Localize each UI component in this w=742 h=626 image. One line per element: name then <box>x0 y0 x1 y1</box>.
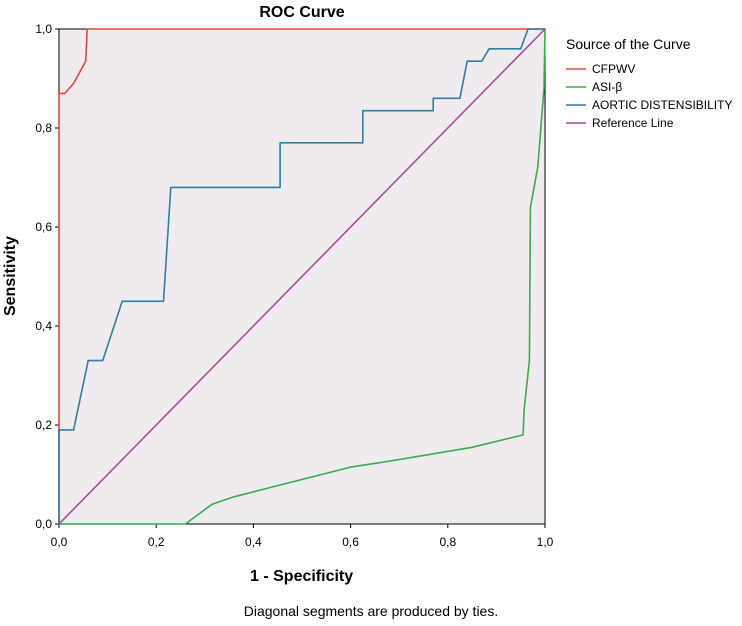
y-tick-label: 0,8 <box>35 121 52 135</box>
legend-title: Source of the Curve <box>566 36 691 52</box>
x-tick-label: 0,6 <box>342 535 359 549</box>
y-tick-label: 1,0 <box>35 22 52 36</box>
legend-label: AORTIC DISTENSIBILITY <box>592 98 732 112</box>
x-tick-label: 1,0 <box>537 535 554 549</box>
series-line-reference-line <box>58 28 546 525</box>
x-axis-ticks: 0,0 0,2 0,4 0,6 0,8 1,0 <box>51 524 554 549</box>
series-line-aortic-distensibility <box>58 28 545 524</box>
legend-label: ASI-β <box>592 80 622 94</box>
y-tick-label: 0,6 <box>35 220 52 234</box>
x-tick-label: 0,2 <box>148 535 165 549</box>
x-tick-label: 0,8 <box>439 535 456 549</box>
y-tick-label: 0,0 <box>35 517 52 531</box>
series-line-asi <box>59 28 546 525</box>
series-layer <box>58 28 546 525</box>
y-axis-title: Sensitivity <box>2 236 19 316</box>
y-tick-label: 0,4 <box>35 319 52 333</box>
legend-label: Reference Line <box>592 116 674 130</box>
chart-title: ROC Curve <box>259 4 344 21</box>
footnote: Diagonal segments are produced by ties. <box>244 603 498 619</box>
legend-label: CFPWV <box>592 62 635 76</box>
x-tick-label: 0,4 <box>245 535 262 549</box>
y-tick-label: 0,2 <box>35 418 52 432</box>
x-tick-label: 0,0 <box>51 535 68 549</box>
y-axis-ticks: 0,0 0,2 0,4 0,6 0,8 1,0 <box>35 22 59 531</box>
x-axis-title: 1 - Specificity <box>250 568 353 585</box>
series-line-cfpwv <box>58 28 545 524</box>
legend: CFPWV ASI-β AORTIC DISTENSIBILITY Reference… <box>566 62 732 130</box>
